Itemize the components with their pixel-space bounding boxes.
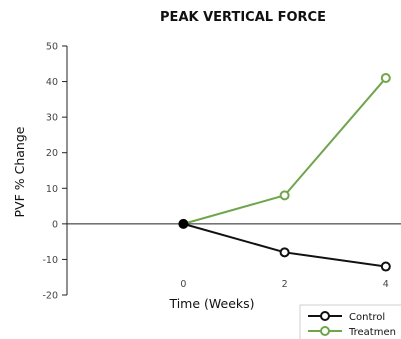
legend-item-treatmen: Treatmen [308, 326, 396, 338]
y-ticks: 50 40 30 20 10 0 -10 -20 [42, 42, 67, 302]
origin-data-point [178, 218, 189, 229]
x-ticks: 0 2 4 [180, 279, 388, 290]
data-point [279, 247, 290, 258]
series-layer [178, 73, 391, 272]
legend-item-control: Control [308, 311, 385, 323]
data-point [279, 190, 290, 201]
series-line [183, 222, 386, 268]
series-control [183, 222, 391, 272]
x-axis-label: Time (Weeks) [168, 296, 254, 311]
legend-label: Treatmen [348, 327, 396, 338]
y-tick-label: 30 [46, 113, 58, 124]
x-tick-label: 0 [180, 279, 186, 290]
legend-label: Control [349, 312, 385, 323]
x-tick-label: 4 [383, 279, 389, 290]
chart-title: PEAK VERTICAL FORCE [160, 10, 326, 25]
data-point [380, 261, 391, 272]
y-tick-label: -10 [42, 255, 58, 266]
legend-marker-swatch [320, 311, 330, 321]
series-line [183, 77, 387, 225]
legend-marker-swatch [320, 326, 330, 336]
y-tick-label: 50 [46, 42, 58, 53]
series-treatmen [183, 73, 391, 225]
y-axis-label: PVF % Change [12, 126, 27, 217]
y-tick-label: 20 [46, 148, 58, 159]
axes [66, 46, 401, 295]
y-tick-label: 10 [46, 184, 58, 195]
y-tick-label: 0 [52, 219, 58, 230]
data-point [380, 73, 391, 84]
y-tick-label: 40 [46, 77, 58, 88]
legend: Control Treatmen [299, 304, 401, 339]
y-tick-label: -20 [42, 291, 58, 302]
legend-box [299, 304, 401, 339]
x-tick-label: 2 [282, 279, 288, 290]
